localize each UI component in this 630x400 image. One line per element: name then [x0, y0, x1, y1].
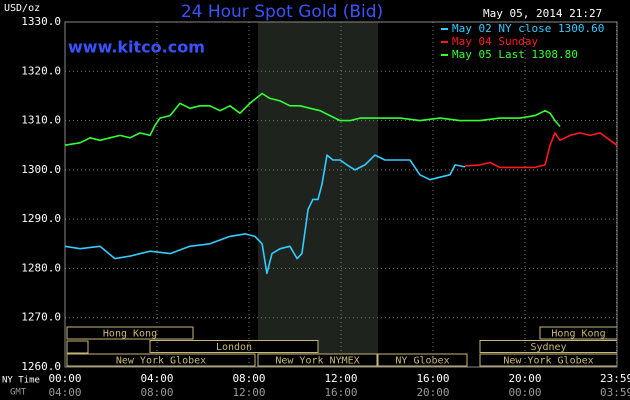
session-box [66, 353, 256, 367]
y-tick-label: 1270.0 [21, 311, 61, 324]
series-line [464, 132, 618, 169]
session-label: New York Globex [116, 356, 206, 367]
x2-tick-label: 16:00 [324, 386, 357, 399]
plot-border [64, 21, 618, 368]
y-axis-label: USD/oz [4, 3, 40, 14]
session-label: Sydney [530, 342, 566, 353]
session-label: Hong Kong [103, 329, 157, 340]
source: www.kitco.com [68, 38, 205, 57]
session-label: London [216, 342, 252, 353]
trading-hours-band [258, 22, 378, 367]
legend-label: May 04 Sunday [452, 35, 538, 48]
session-box [377, 353, 468, 367]
x-tick-label: 12:00 [324, 372, 357, 385]
y-tick-label: 1290.0 [21, 212, 61, 225]
x2-tick-label: 08:00 [140, 386, 173, 399]
y-tick-label: 1260.0 [21, 360, 61, 373]
session-label: New York Globex [503, 356, 593, 367]
y-tick-label: 1300.0 [21, 163, 61, 176]
session-label: Hong Kong [551, 329, 605, 340]
y-tick-label: 1320.0 [21, 64, 61, 77]
session-box [257, 353, 378, 367]
y-tick-label: 1280.0 [21, 261, 61, 274]
x-axis-label: NY Time [2, 376, 40, 386]
x-tick-label: 23:59 [600, 372, 630, 385]
session-box [66, 340, 89, 354]
x-tick-label: 00:00 [48, 372, 81, 385]
session-box [66, 326, 194, 340]
x2-tick-label: 04:00 [48, 386, 81, 399]
x2-tick-label: 03:59 [600, 386, 630, 399]
legend-label: May 02 NY close 1300.60 [452, 22, 604, 35]
x-tick-label: 08:00 [232, 372, 265, 385]
series-line [64, 92, 561, 146]
y-tick-label: 1310.0 [21, 114, 61, 127]
legend-label: May 05 Last 1308.80 [452, 48, 578, 61]
x2-axis-label: GMT [10, 388, 27, 398]
y-tick-label: 1330.0 [21, 15, 61, 28]
x2-tick-label: 20:00 [416, 386, 449, 399]
x-tick-label: 16:00 [416, 372, 449, 385]
x-tick-label: 04:00 [140, 372, 173, 385]
session-label: NY Globex [395, 356, 449, 367]
x2-tick-label: 12:00 [232, 386, 265, 399]
chart-title: 24 Hour Spot Gold (Bid) [181, 2, 383, 22]
timestamp: May 05, 2014 21:27 [483, 7, 602, 20]
session-box [149, 340, 319, 353]
session-label: New York NYMEX [275, 356, 359, 367]
x-tick-label: 20:00 [508, 372, 541, 385]
series-line [64, 154, 466, 275]
x2-tick-label: 00:00 [508, 386, 541, 399]
